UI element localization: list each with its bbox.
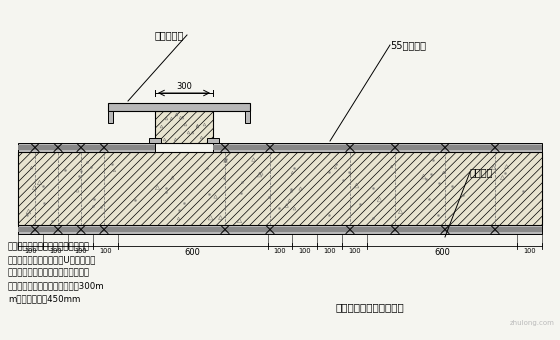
- Bar: [213, 145, 542, 150]
- Text: 100: 100: [74, 248, 87, 254]
- Bar: [18, 145, 155, 150]
- Bar: [245, 111, 250, 123]
- Text: 100: 100: [298, 248, 311, 254]
- Text: 注：大模板与小钢模连接处，定型作: 注：大模板与小钢模连接处，定型作: [8, 242, 90, 251]
- Text: 接固定，墙面支撑体系按照常规做法: 接固定，墙面支撑体系按照常规做法: [8, 268, 90, 277]
- Bar: [18, 227, 542, 232]
- Text: 600: 600: [434, 248, 450, 257]
- Bar: [18, 152, 542, 225]
- Bar: [213, 143, 542, 152]
- Text: 柱两侧第一排止水螺杆竖向间距300m: 柱两侧第一排止水螺杆竖向间距300m: [8, 281, 105, 290]
- Bar: [18, 143, 155, 152]
- Text: 55型钢模板: 55型钢模板: [390, 40, 426, 50]
- Text: 100: 100: [348, 248, 361, 254]
- Text: 100: 100: [324, 248, 336, 254]
- Text: 100: 100: [523, 248, 536, 254]
- Text: 100: 100: [24, 248, 37, 254]
- Text: 定型钢模板: 定型钢模板: [155, 30, 184, 40]
- Text: 成与小钢模孔径对应，用U型卡满布连: 成与小钢模孔径对应，用U型卡满布连: [8, 255, 96, 264]
- Text: 300: 300: [176, 82, 192, 91]
- Text: 止水螺杆: 止水螺杆: [470, 167, 493, 177]
- Bar: [149, 138, 161, 143]
- Text: 大模板与小钢模连接构造: 大模板与小钢模连接构造: [335, 302, 404, 312]
- Bar: [207, 138, 219, 143]
- Text: 100: 100: [49, 248, 62, 254]
- Bar: [18, 225, 542, 234]
- Text: 600: 600: [185, 248, 200, 257]
- Bar: [108, 103, 250, 111]
- Text: 100: 100: [99, 248, 111, 254]
- Bar: [155, 111, 213, 143]
- Bar: [108, 111, 113, 123]
- Text: m，其余间距为450mm: m，其余间距为450mm: [8, 294, 81, 303]
- Text: 100: 100: [274, 248, 286, 254]
- Text: zhulong.com: zhulong.com: [510, 320, 555, 326]
